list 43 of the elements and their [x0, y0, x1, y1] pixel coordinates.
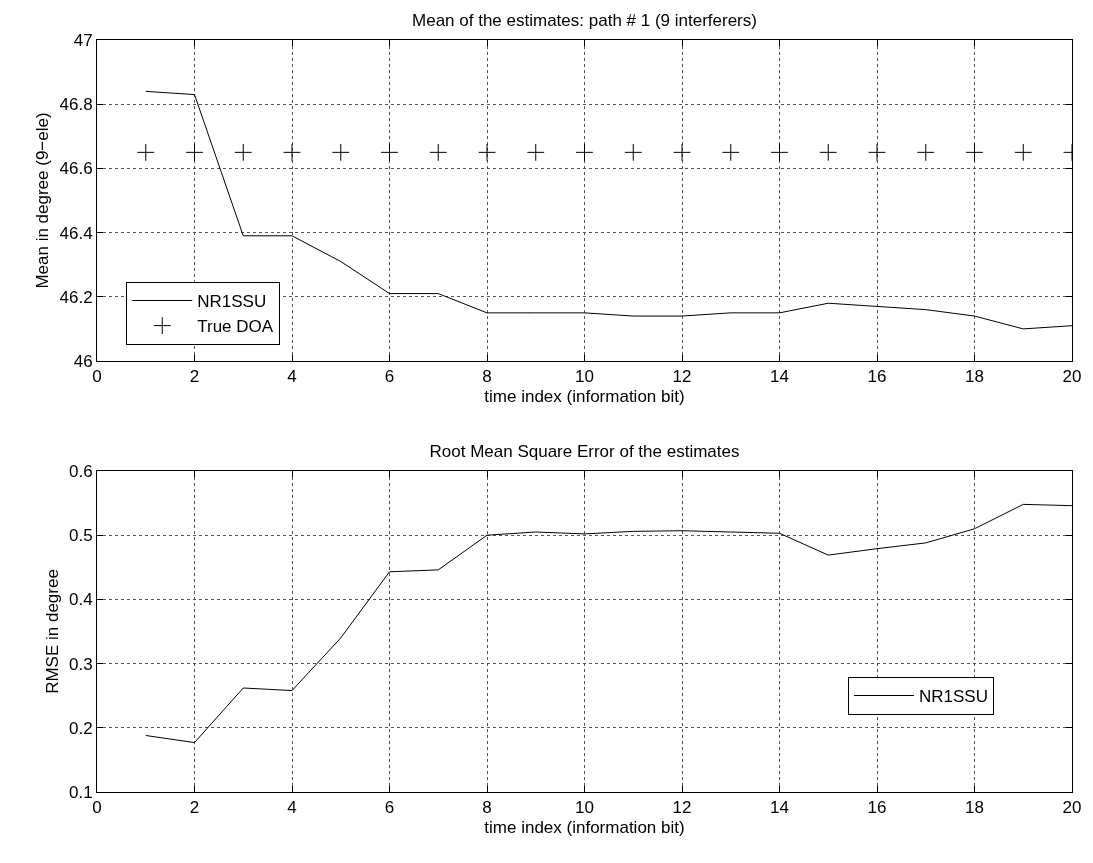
- legend-label: NR1SSU: [919, 687, 988, 707]
- x-tick-label: 6: [384, 798, 395, 818]
- x-tick-label: 18: [965, 798, 984, 818]
- x-tick-label: 10: [575, 367, 594, 387]
- x-axis-title: time index (information bit): [484, 386, 685, 406]
- x-tick-label: 6: [384, 367, 395, 387]
- x-tick-label: 12: [672, 798, 692, 818]
- x-tick-label: 4: [287, 367, 297, 387]
- x-tick-label: 8: [482, 798, 492, 818]
- y-tick-label: 0.1: [68, 782, 93, 802]
- x-tick-label: 18: [965, 367, 984, 387]
- x-tick-label: 16: [867, 798, 887, 818]
- x-tick-label: 8: [482, 367, 492, 387]
- x-tick-label: 20: [1062, 367, 1082, 387]
- y-tick-label: 0.4: [68, 590, 93, 610]
- y-tick-label: 0.3: [68, 654, 93, 674]
- y-tick-label: 46.2: [59, 287, 93, 307]
- y-tick-label: 0.2: [68, 718, 93, 738]
- chart-title: Mean of the estimates: path # 1 (9 interferers): [412, 10, 757, 30]
- x-tick-label: 0: [92, 367, 102, 387]
- x-tick-label: 2: [189, 798, 200, 818]
- y-tick-label: 0.5: [68, 526, 93, 546]
- x-tick-label: 10: [575, 798, 594, 818]
- y-tick-label: 46.4: [59, 223, 93, 243]
- x-axis-title: time index (information bit): [484, 817, 685, 837]
- x-tick-label: 20: [1062, 798, 1082, 818]
- chart-title: Root Mean Square Error of the estimates: [429, 441, 740, 461]
- legend-label: True DOA: [197, 317, 274, 337]
- x-tick-label: 14: [770, 367, 789, 387]
- x-tick-label: 14: [770, 798, 789, 818]
- x-tick-label: 16: [867, 367, 887, 387]
- x-tick-label: 12: [672, 367, 692, 387]
- y-tick-label: 46: [73, 351, 93, 371]
- x-tick-label: 0: [92, 798, 102, 818]
- y-axis-title: RMSE in degree: [42, 569, 62, 694]
- y-tick-label: 46.6: [59, 159, 93, 179]
- y-axis-title: Mean in degree (9−ele): [33, 112, 53, 289]
- y-tick-label: 47: [73, 30, 93, 50]
- y-tick-label: 46.8: [59, 95, 93, 115]
- y-tick-label: 0.6: [68, 461, 93, 481]
- x-tick-label: 2: [189, 367, 200, 387]
- x-tick-label: 4: [287, 798, 297, 818]
- legend-label: NR1SSU: [197, 292, 267, 312]
